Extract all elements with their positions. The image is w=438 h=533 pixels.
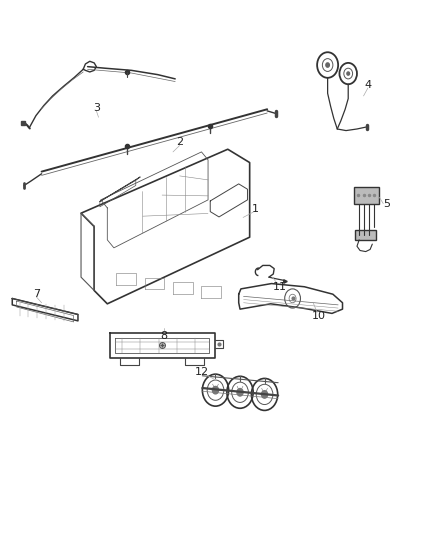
Circle shape xyxy=(212,386,219,394)
Circle shape xyxy=(326,63,329,67)
Text: 10: 10 xyxy=(312,311,326,320)
Text: 2: 2 xyxy=(176,138,183,147)
FancyBboxPatch shape xyxy=(355,230,376,240)
Text: 12: 12 xyxy=(195,367,209,377)
Text: 1: 1 xyxy=(251,204,258,214)
FancyBboxPatch shape xyxy=(354,187,379,204)
Circle shape xyxy=(237,389,243,396)
Text: 11: 11 xyxy=(272,282,286,292)
Text: 5: 5 xyxy=(383,199,390,208)
Text: 4: 4 xyxy=(364,80,371,90)
Text: 8: 8 xyxy=(161,331,168,341)
Text: 7: 7 xyxy=(33,289,40,299)
Text: 3: 3 xyxy=(93,103,100,113)
Circle shape xyxy=(347,72,350,75)
Circle shape xyxy=(261,391,268,398)
